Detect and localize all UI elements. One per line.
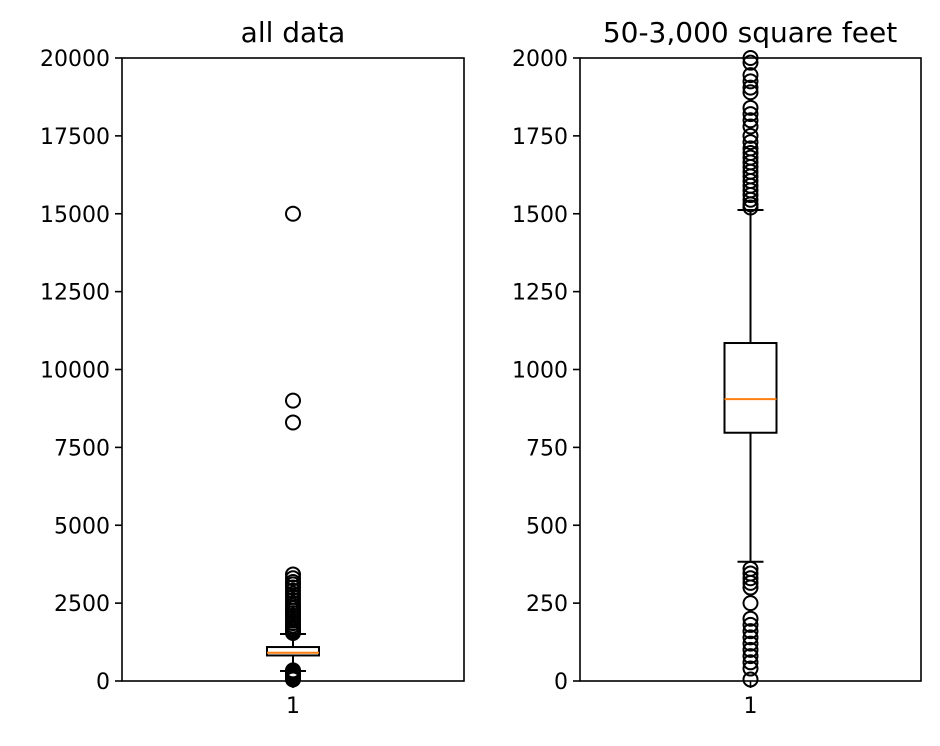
y-tick-label: 500 [526, 514, 568, 539]
box-iqr [723, 342, 778, 434]
plot-area-50-3000-square-feet: 0 250 500 750 1000 1250 1500 1750 2000 1 [512, 47, 778, 719]
flier-point [742, 112, 759, 129]
y-tick-label: 0 [96, 670, 110, 695]
y-tick-label: 20000 [40, 47, 110, 72]
y-tick-label: 10000 [40, 359, 110, 384]
flier-point [742, 187, 759, 204]
y-tick-label: 1000 [512, 359, 568, 384]
axes-frame-50-3000-square-feet [579, 57, 922, 682]
flier-point [742, 635, 759, 652]
flier-point [742, 610, 759, 627]
flier-point [742, 84, 759, 101]
flier-point [742, 616, 759, 633]
y-tick-label: 750 [526, 436, 568, 461]
flier-point [742, 191, 759, 208]
box-iqr [266, 646, 320, 657]
flier-point [285, 671, 301, 688]
flier-point [742, 595, 759, 612]
flier-point [742, 99, 759, 116]
chart-title-all-data: all data [241, 16, 346, 49]
flier-point [742, 79, 759, 96]
y-tick-label: 12500 [40, 281, 110, 306]
x-tick-label: 1 [744, 694, 758, 719]
flier-point [742, 641, 759, 658]
flier-point [742, 570, 759, 587]
flier-point [285, 392, 301, 409]
flier-point [742, 660, 759, 677]
x-tick-label: 1 [286, 694, 300, 719]
flier-point [742, 579, 759, 596]
y-tick-label: 1250 [512, 281, 568, 306]
flier-point [742, 118, 759, 135]
flier-point [285, 625, 301, 642]
flier-point [742, 574, 759, 591]
flier-point [742, 648, 759, 665]
flier-point [742, 54, 759, 71]
y-tick-label: 7500 [54, 436, 110, 461]
y-tick-label: 250 [526, 592, 568, 617]
y-tick-label: 2000 [512, 47, 568, 72]
flier-point [742, 134, 759, 151]
flier-point [285, 414, 301, 431]
flier-point [742, 73, 759, 90]
flier-point [742, 67, 759, 84]
flier-point [742, 654, 759, 671]
axes-frame-all-data [121, 57, 465, 682]
y-tick-label: 17500 [40, 125, 110, 150]
subplot-all-data: all data 0 2500 5000 7500 10000 12500 15000 175… [40, 16, 465, 719]
flier-point [285, 205, 301, 222]
y-tick-label: 0 [554, 670, 568, 695]
flier-point [742, 623, 759, 640]
y-tick-label: 1500 [512, 203, 568, 228]
y-tick-label: 1750 [512, 125, 568, 150]
flier-point [742, 127, 759, 144]
flier-point [742, 629, 759, 646]
y-tick-label: 2500 [54, 592, 110, 617]
flier-point [742, 199, 759, 216]
flier-point [742, 671, 759, 688]
plot-area-all-data: 0 2500 5000 7500 10000 12500 15000 17500 20000 1 [40, 47, 320, 719]
y-tick-label: 15000 [40, 203, 110, 228]
y-tick-label: 5000 [54, 514, 110, 539]
chart-title-50-3000-square-feet: 50-3,000 square feet [603, 16, 897, 49]
flier-point [742, 106, 759, 123]
subplot-50-3000-square-feet: 50-3,000 square feet 0 250 500 750 1000 1250 1… [512, 16, 922, 719]
